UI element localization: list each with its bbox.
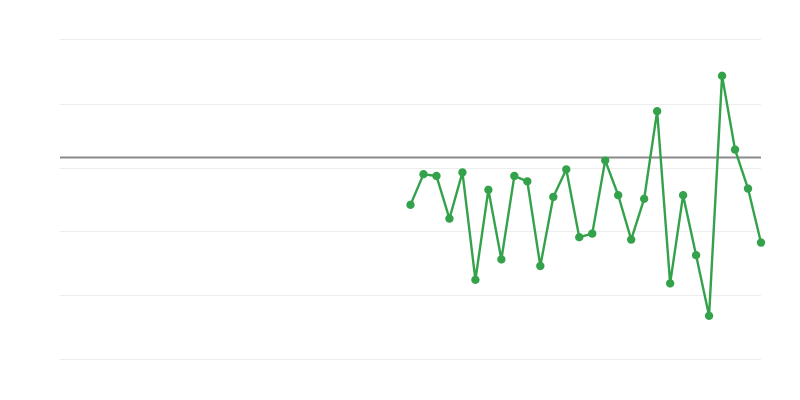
series-markers-series-1	[406, 71, 766, 320]
series-line-series-1	[409, 74, 763, 317]
data-point[interactable]	[704, 311, 714, 320]
data-point[interactable]	[406, 200, 415, 209]
data-point[interactable]	[691, 251, 701, 260]
data-point[interactable]	[484, 185, 493, 194]
data-point[interactable]	[432, 171, 441, 181]
data-point[interactable]	[717, 71, 727, 81]
data-point[interactable]	[588, 229, 597, 238]
data-point[interactable]	[549, 192, 558, 202]
data-point[interactable]	[562, 165, 571, 174]
data-point[interactable]	[614, 191, 623, 200]
data-point[interactable]	[471, 275, 480, 284]
data-point[interactable]	[678, 191, 688, 200]
data-point[interactable]	[601, 156, 610, 165]
data-point[interactable]	[730, 145, 740, 154]
data-point[interactable]	[665, 279, 675, 288]
data-point[interactable]	[458, 168, 467, 177]
data-point[interactable]	[575, 233, 584, 242]
data-point[interactable]	[652, 107, 662, 116]
data-point[interactable]	[445, 214, 454, 223]
series-group-series-1	[406, 71, 766, 320]
data-point[interactable]	[497, 255, 506, 264]
data-point[interactable]	[510, 171, 519, 181]
data-point[interactable]	[756, 238, 766, 247]
data-point[interactable]	[626, 235, 636, 244]
gridlines-group	[60, 39, 761, 360]
data-point[interactable]	[743, 184, 753, 193]
data-point[interactable]	[536, 261, 545, 271]
data-point[interactable]	[419, 170, 428, 179]
data-point[interactable]	[523, 177, 532, 186]
data-point[interactable]	[639, 194, 649, 203]
